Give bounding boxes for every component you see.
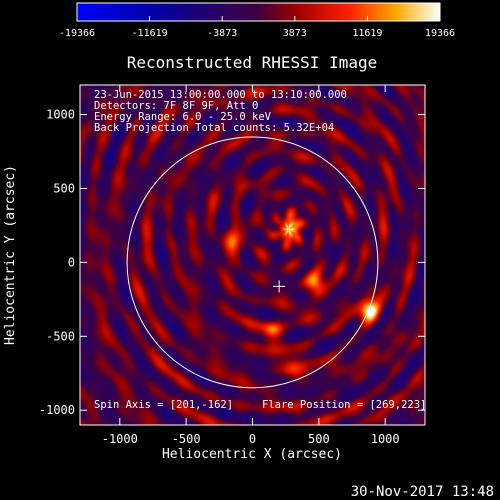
spin-axis-marker	[273, 280, 286, 293]
colorbar-tick-label: -11619	[132, 28, 168, 39]
info-line-energy: Energy Range: 6.0 - 25.0 keV	[94, 111, 272, 123]
colorbar-tick-label: 3873	[283, 28, 307, 39]
x-tick-label: -1000	[102, 432, 138, 446]
x-tick-label: 500	[308, 432, 330, 446]
y-tick-label: 500	[53, 181, 75, 195]
x-tick-label: 1000	[371, 432, 400, 446]
colorbar-tick-label: -3873	[207, 28, 237, 39]
x-axis-ticks: -1000 -500 0 500 1000	[102, 85, 400, 446]
x-axis-label: Heliocentric X (arcsec)	[162, 447, 342, 462]
colorbar-tick-label: -19366	[59, 28, 95, 39]
y-axis-label: Heliocentric Y (arcsec)	[3, 165, 18, 345]
heatmap-image	[80, 85, 425, 425]
info-line-detectors: Detectors: 7F 8F 9F, Att 0	[94, 100, 258, 112]
spin-axis-label: Spin Axis = [201,-162]	[94, 399, 233, 411]
colorbar-tick-label: 19366	[425, 28, 455, 39]
timestamp: 30-Nov-2017 13:48	[351, 484, 494, 500]
y-tick-label: -500	[46, 329, 75, 343]
colorbar-ticks: -19366 -11619 -3873 3873 11619 19366	[59, 16, 455, 39]
y-tick-label: -1000	[39, 403, 75, 417]
x-tick-label: -500	[172, 432, 201, 446]
y-tick-label: 1000	[46, 108, 75, 122]
y-tick-label: 0	[68, 255, 75, 269]
flare-position-label: Flare Position = [269,223]	[262, 399, 426, 411]
colorbar-tick-label: 11619	[352, 28, 382, 39]
colorbar	[76, 2, 441, 22]
solar-limb-circle	[126, 136, 379, 389]
info-line-method: Back Projection Total counts: 5.32E+04	[94, 122, 334, 134]
chart-title: Reconstructed RHESSI Image	[127, 53, 377, 72]
y-axis-ticks: -1000 -500 0 500 1000	[39, 108, 425, 417]
x-tick-label: 0	[249, 432, 256, 446]
info-line-time: 23-Jun-2015 13:00:00.000 to 13:10:00.000	[94, 89, 347, 101]
